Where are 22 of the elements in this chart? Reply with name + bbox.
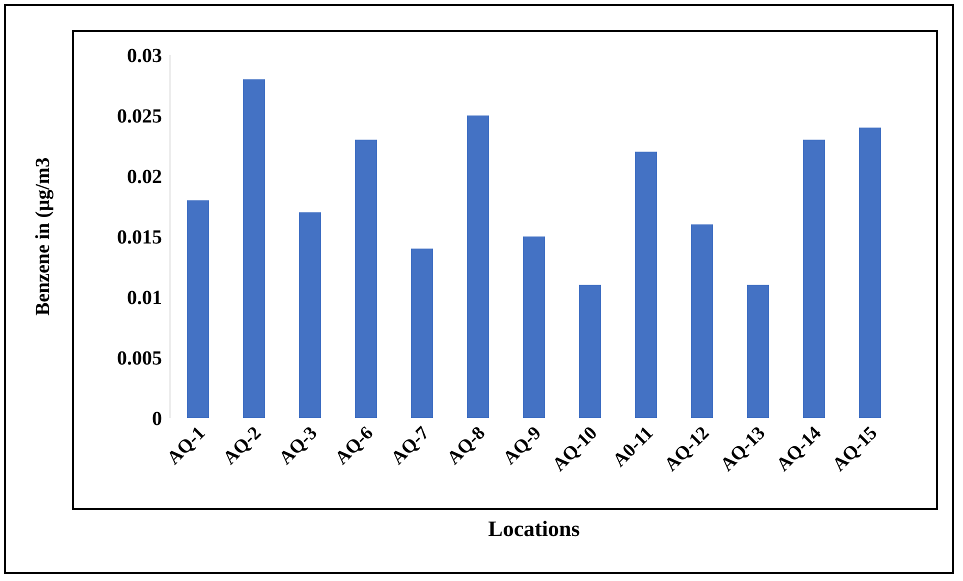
bar: [243, 79, 265, 418]
y-tick-label: 0.02: [127, 166, 162, 188]
y-tick-label: 0.005: [117, 348, 162, 370]
bar: [691, 224, 713, 418]
y-tick-label: 0: [152, 408, 162, 430]
bar: [299, 212, 321, 418]
bar: [467, 116, 489, 418]
bar: [747, 284, 769, 418]
bar: [523, 236, 545, 418]
x-axis-title: Locations: [488, 516, 580, 541]
bar: [355, 140, 377, 418]
bar: [635, 152, 657, 418]
y-tick-label: 0.015: [117, 226, 162, 249]
y-tick-label: 0.025: [117, 106, 162, 128]
y-tick-label: 0.03: [127, 45, 162, 68]
bar: [579, 284, 601, 418]
bar: [803, 140, 825, 418]
bar: [859, 128, 881, 418]
bar: [187, 200, 209, 418]
y-tick-label: 0.01: [127, 287, 162, 310]
y-axis-title: Benzene in (µg/m3: [32, 157, 54, 316]
bar: [411, 248, 433, 418]
